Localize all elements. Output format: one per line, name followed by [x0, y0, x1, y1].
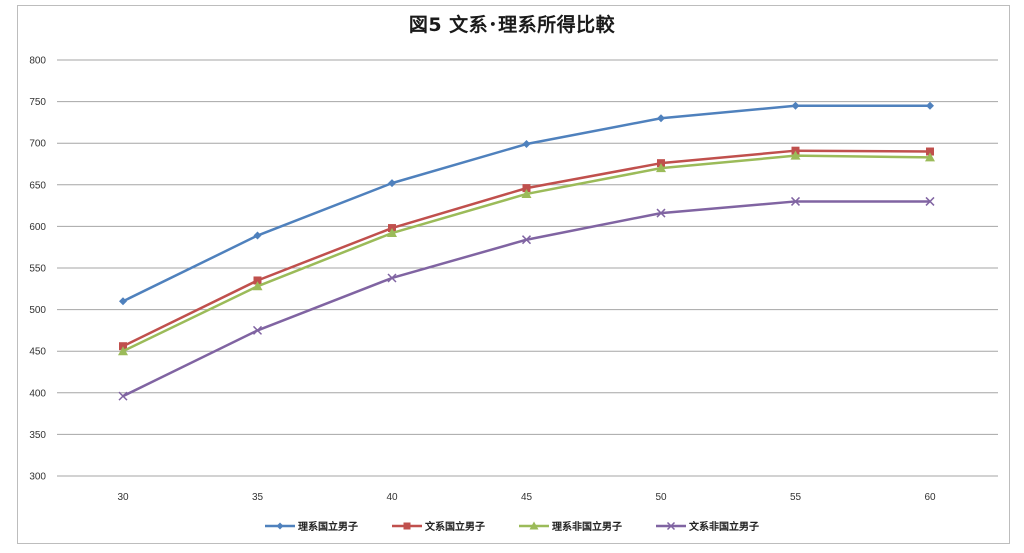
x-tick-label: 35	[252, 492, 264, 503]
y-tick-label: 600	[29, 222, 46, 233]
legend-item: 文系非国立男子	[656, 518, 759, 533]
x-tick-label: 50	[655, 492, 667, 503]
diamond-marker-icon	[265, 522, 295, 529]
series-line	[118, 196, 935, 401]
legend-label: 理系非国立男子	[552, 522, 622, 533]
x-tick-label: 45	[521, 492, 533, 503]
square-marker-icon	[392, 522, 422, 529]
y-tick-label: 450	[29, 347, 46, 358]
series-line	[119, 101, 934, 306]
chart-frame	[17, 5, 1010, 544]
legend-item: 理系国立男子	[265, 518, 358, 533]
y-tick-label: 750	[29, 97, 46, 108]
y-tick-label: 650	[29, 180, 46, 191]
x-marker-icon	[656, 521, 686, 530]
legend-item: 理系非国立男子	[519, 518, 622, 533]
y-tick-label: 700	[29, 139, 46, 150]
x-tick-label: 40	[386, 492, 398, 503]
legend-item: 文系国立男子	[392, 518, 485, 533]
legend-label: 理系国立男子	[298, 522, 358, 533]
x-tick-label: 55	[790, 492, 802, 503]
series-line	[119, 146, 934, 351]
y-tick-label: 350	[29, 430, 46, 441]
x-tick-label: 30	[117, 492, 129, 503]
y-tick-label: 300	[29, 472, 46, 483]
y-tick-label: 550	[29, 264, 46, 275]
series-line	[118, 150, 935, 356]
legend-label: 文系非国立男子	[689, 522, 759, 533]
chart-legend: 理系国立男子 文系国立男子 理系非国立男子 文系非国立男子	[0, 518, 1024, 533]
triangle-marker-icon	[519, 521, 549, 529]
y-tick-label: 800	[29, 56, 46, 67]
legend-label: 文系国立男子	[425, 522, 485, 533]
y-tick-label: 400	[29, 388, 46, 399]
y-tick-label: 500	[29, 305, 46, 316]
chart-title: 図5 文系･理系所得比較	[408, 14, 616, 36]
x-tick-label: 60	[924, 492, 936, 503]
